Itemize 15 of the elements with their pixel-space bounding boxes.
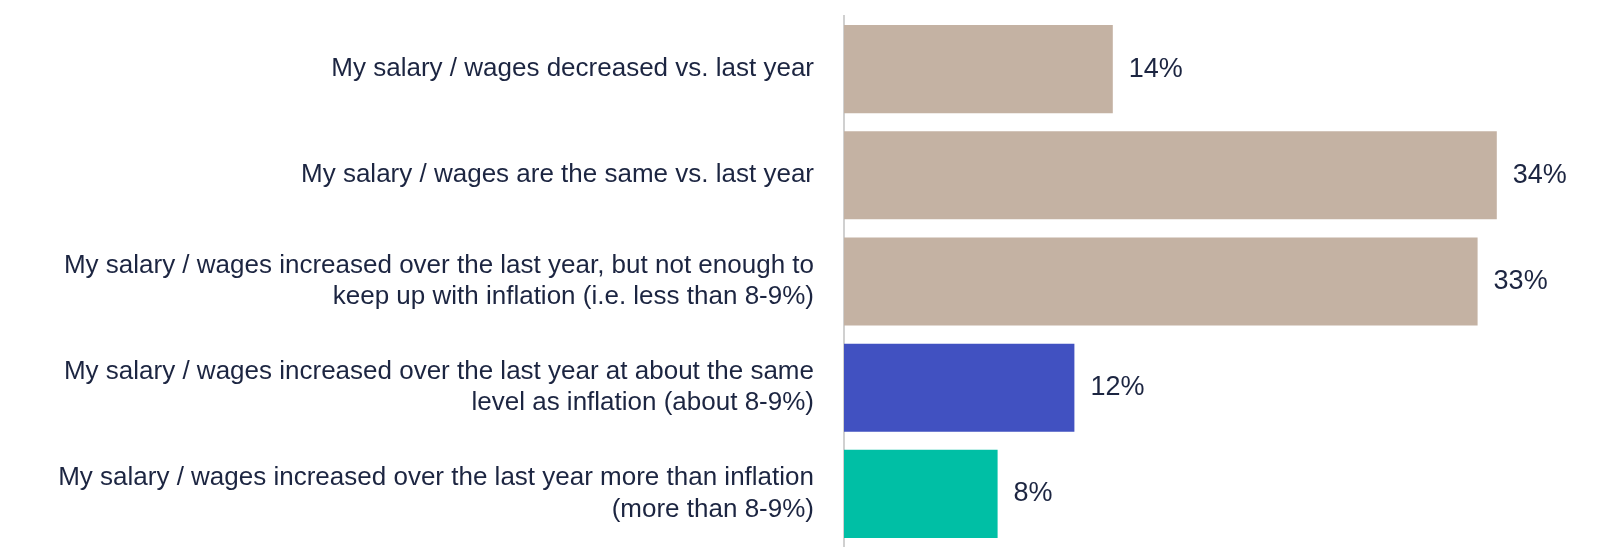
bar [844, 25, 1113, 114]
y-tick-label: My salary / wages are the same vs. last year [301, 158, 815, 189]
y-tick-label: My salary / wages increased over the last year at about the same level as inflation (about 8-9%) [63, 355, 814, 417]
data-label: 34% [1512, 158, 1567, 189]
data-label: 14% [1128, 52, 1183, 83]
data-label: 12% [1090, 371, 1145, 402]
data-label: 33% [1493, 264, 1548, 295]
bar [844, 343, 1075, 432]
bar [844, 131, 1497, 220]
data-label: 8% [1013, 477, 1053, 508]
y-tick-label: My salary / wages increased over the last year more than inflation (more than 8-9%) [58, 461, 814, 523]
bar [844, 449, 998, 538]
y-tick-label: My salary / wages increased over the last year, but not enough to keep up with inflation (i.e. less than 8-9%) [63, 249, 814, 311]
y-tick-label: My salary / wages decreased vs. last year [331, 52, 815, 83]
bar [844, 237, 1478, 326]
